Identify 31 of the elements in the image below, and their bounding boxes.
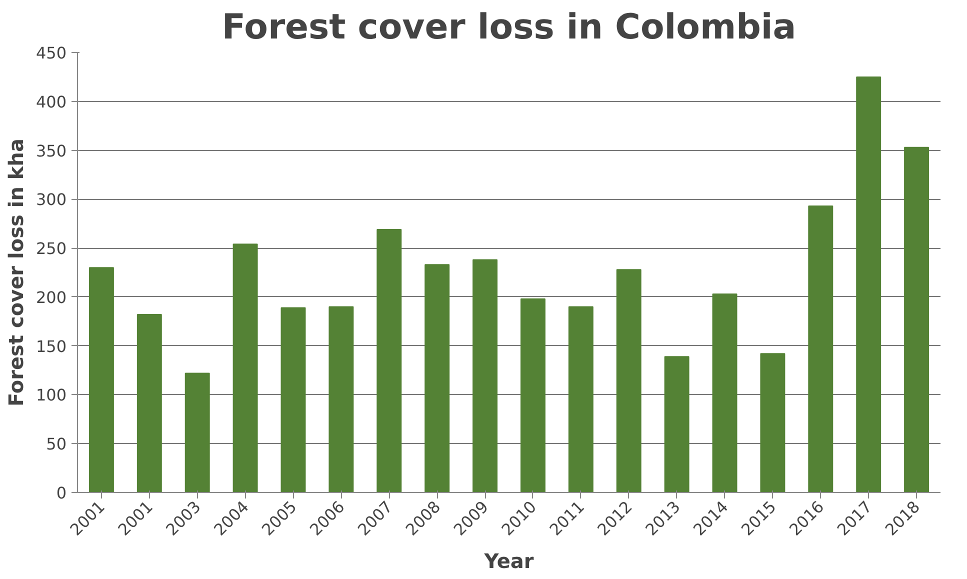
x-axis-title: Year xyxy=(483,548,534,573)
y-tick-label: 0 xyxy=(56,484,67,502)
y-tick-label: 350 xyxy=(36,141,67,160)
y-tick-label: 300 xyxy=(36,190,67,210)
bar xyxy=(712,294,738,492)
bar xyxy=(808,206,834,492)
y-axis-title: Forest cover loss in kha xyxy=(4,138,28,406)
bar xyxy=(88,267,114,492)
bar xyxy=(328,306,354,492)
bar xyxy=(904,146,930,492)
y-tick-label: 400 xyxy=(36,92,67,112)
y-tick-label: 50 xyxy=(46,434,66,454)
bar xyxy=(664,356,690,492)
bar xyxy=(184,372,210,492)
bar xyxy=(568,306,594,492)
bar xyxy=(376,228,402,492)
y-tick-label: 450 xyxy=(36,44,67,62)
y-tick-label: 100 xyxy=(36,386,67,405)
y-tick-label: 200 xyxy=(36,288,67,307)
bar xyxy=(856,76,882,492)
bar xyxy=(136,314,162,492)
bar xyxy=(280,307,306,492)
bar xyxy=(472,259,498,492)
chart-title: Forest cover loss in Colombia xyxy=(222,8,796,48)
bar xyxy=(232,244,258,492)
bar xyxy=(760,353,786,492)
y-tick-label: 250 xyxy=(36,239,67,258)
bar xyxy=(520,298,546,492)
bar xyxy=(424,264,450,492)
y-tick-label: 150 xyxy=(36,336,67,356)
bar xyxy=(616,269,642,492)
